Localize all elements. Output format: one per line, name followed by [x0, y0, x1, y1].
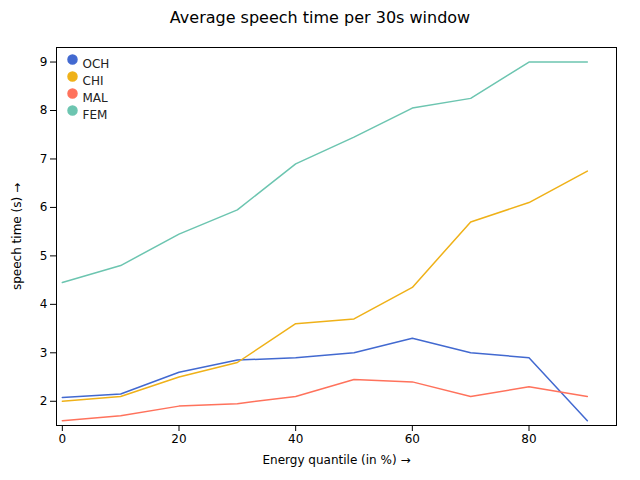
svg-text:7: 7 — [40, 152, 48, 166]
svg-text:MAL: MAL — [83, 91, 109, 105]
svg-text:20: 20 — [171, 432, 186, 446]
svg-text:6: 6 — [40, 200, 48, 214]
svg-text:FEM: FEM — [83, 108, 108, 122]
svg-text:0: 0 — [59, 432, 67, 446]
svg-text:80: 80 — [521, 432, 536, 446]
svg-text:9: 9 — [40, 55, 48, 69]
svg-text:5: 5 — [40, 249, 48, 263]
svg-text:CHI: CHI — [83, 74, 104, 88]
svg-text:3: 3 — [40, 346, 48, 360]
svg-text:2: 2 — [40, 394, 48, 408]
svg-text:60: 60 — [405, 432, 420, 446]
svg-text:Energy quantile (in %) →: Energy quantile (in %) → — [263, 453, 411, 467]
svg-text:40: 40 — [288, 432, 303, 446]
svg-text:8: 8 — [40, 103, 48, 117]
svg-text:speech time (s) →: speech time (s) → — [10, 183, 24, 290]
html-text:Average speech time per 30s wi: Average speech time per 30s window — [169, 8, 471, 27]
svg-text:OCH: OCH — [83, 57, 110, 71]
svg-text:4: 4 — [40, 297, 48, 311]
